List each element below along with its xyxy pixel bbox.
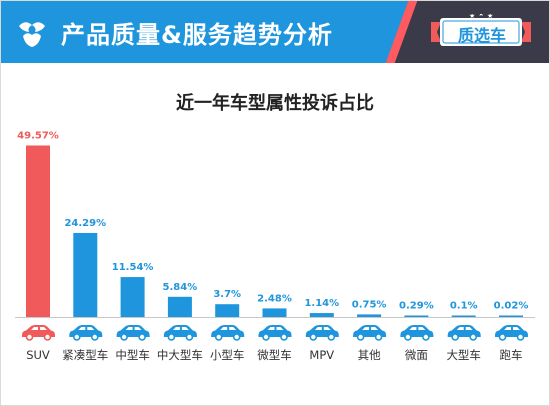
badge-emblem: ★ ★ ★ <box>431 14 531 46</box>
car-icon <box>305 325 339 341</box>
bar-1 <box>73 232 98 317</box>
header-title: 产品质量&服务趋势分析 <box>61 21 333 49</box>
value-label-5: 2.48% <box>257 293 292 304</box>
car-icon <box>116 325 150 341</box>
chart-title: 近一年车型属性投诉占比 <box>176 93 374 114</box>
category-label-1: 紧凑型车 <box>62 348 108 362</box>
category-label-8: 微面 <box>405 348 428 362</box>
value-label-3: 5.84% <box>163 282 198 293</box>
bar-6 <box>309 313 334 317</box>
car-icon <box>258 325 292 341</box>
bar-3 <box>167 296 192 317</box>
value-label-9: 0.1% <box>450 301 478 312</box>
bar-10 <box>499 315 523 317</box>
car-icon <box>447 325 481 341</box>
brand-logo-icon <box>19 22 45 47</box>
category-label-9: 大型车 <box>446 348 481 362</box>
category-label-2: 中型车 <box>115 348 150 362</box>
svg-text:★: ★ <box>469 14 475 20</box>
value-label-8: 0.29% <box>399 301 434 312</box>
svg-text:★: ★ <box>487 14 493 20</box>
bar-7 <box>357 314 382 317</box>
badge-label: 质选车 <box>457 26 506 45</box>
category-label-3: 中大型车 <box>157 348 203 362</box>
bar-4 <box>215 304 240 317</box>
bar-9 <box>451 315 476 317</box>
car-icon <box>353 325 387 341</box>
value-label-4: 3.7% <box>213 289 241 300</box>
category-label-6: MPV <box>309 348 334 362</box>
value-label-6: 1.14% <box>304 298 339 309</box>
car-icon <box>495 325 528 341</box>
category-label-7: 其他 <box>358 348 381 362</box>
category-label-5: 微型车 <box>257 348 292 362</box>
value-label-2: 11.54% <box>112 262 154 273</box>
category-label-4: 小型车 <box>210 348 245 362</box>
category-label-0: SUV <box>26 348 50 362</box>
bar-5 <box>262 308 287 317</box>
bar-8 <box>404 315 429 317</box>
category-label-10: 跑车 <box>500 348 523 362</box>
svg-text:★: ★ <box>478 14 484 18</box>
value-label-7: 0.75% <box>352 299 387 310</box>
car-icon <box>211 325 245 341</box>
car-icon <box>69 325 103 341</box>
bar-0 <box>26 145 50 317</box>
value-label-1: 24.29% <box>64 218 106 229</box>
value-label-10: 0.02% <box>494 301 529 312</box>
value-label-0: 49.57% <box>17 130 59 141</box>
bar-2 <box>120 277 145 317</box>
car-icon <box>22 325 55 341</box>
car-icon <box>163 325 197 341</box>
car-icon <box>400 325 434 341</box>
